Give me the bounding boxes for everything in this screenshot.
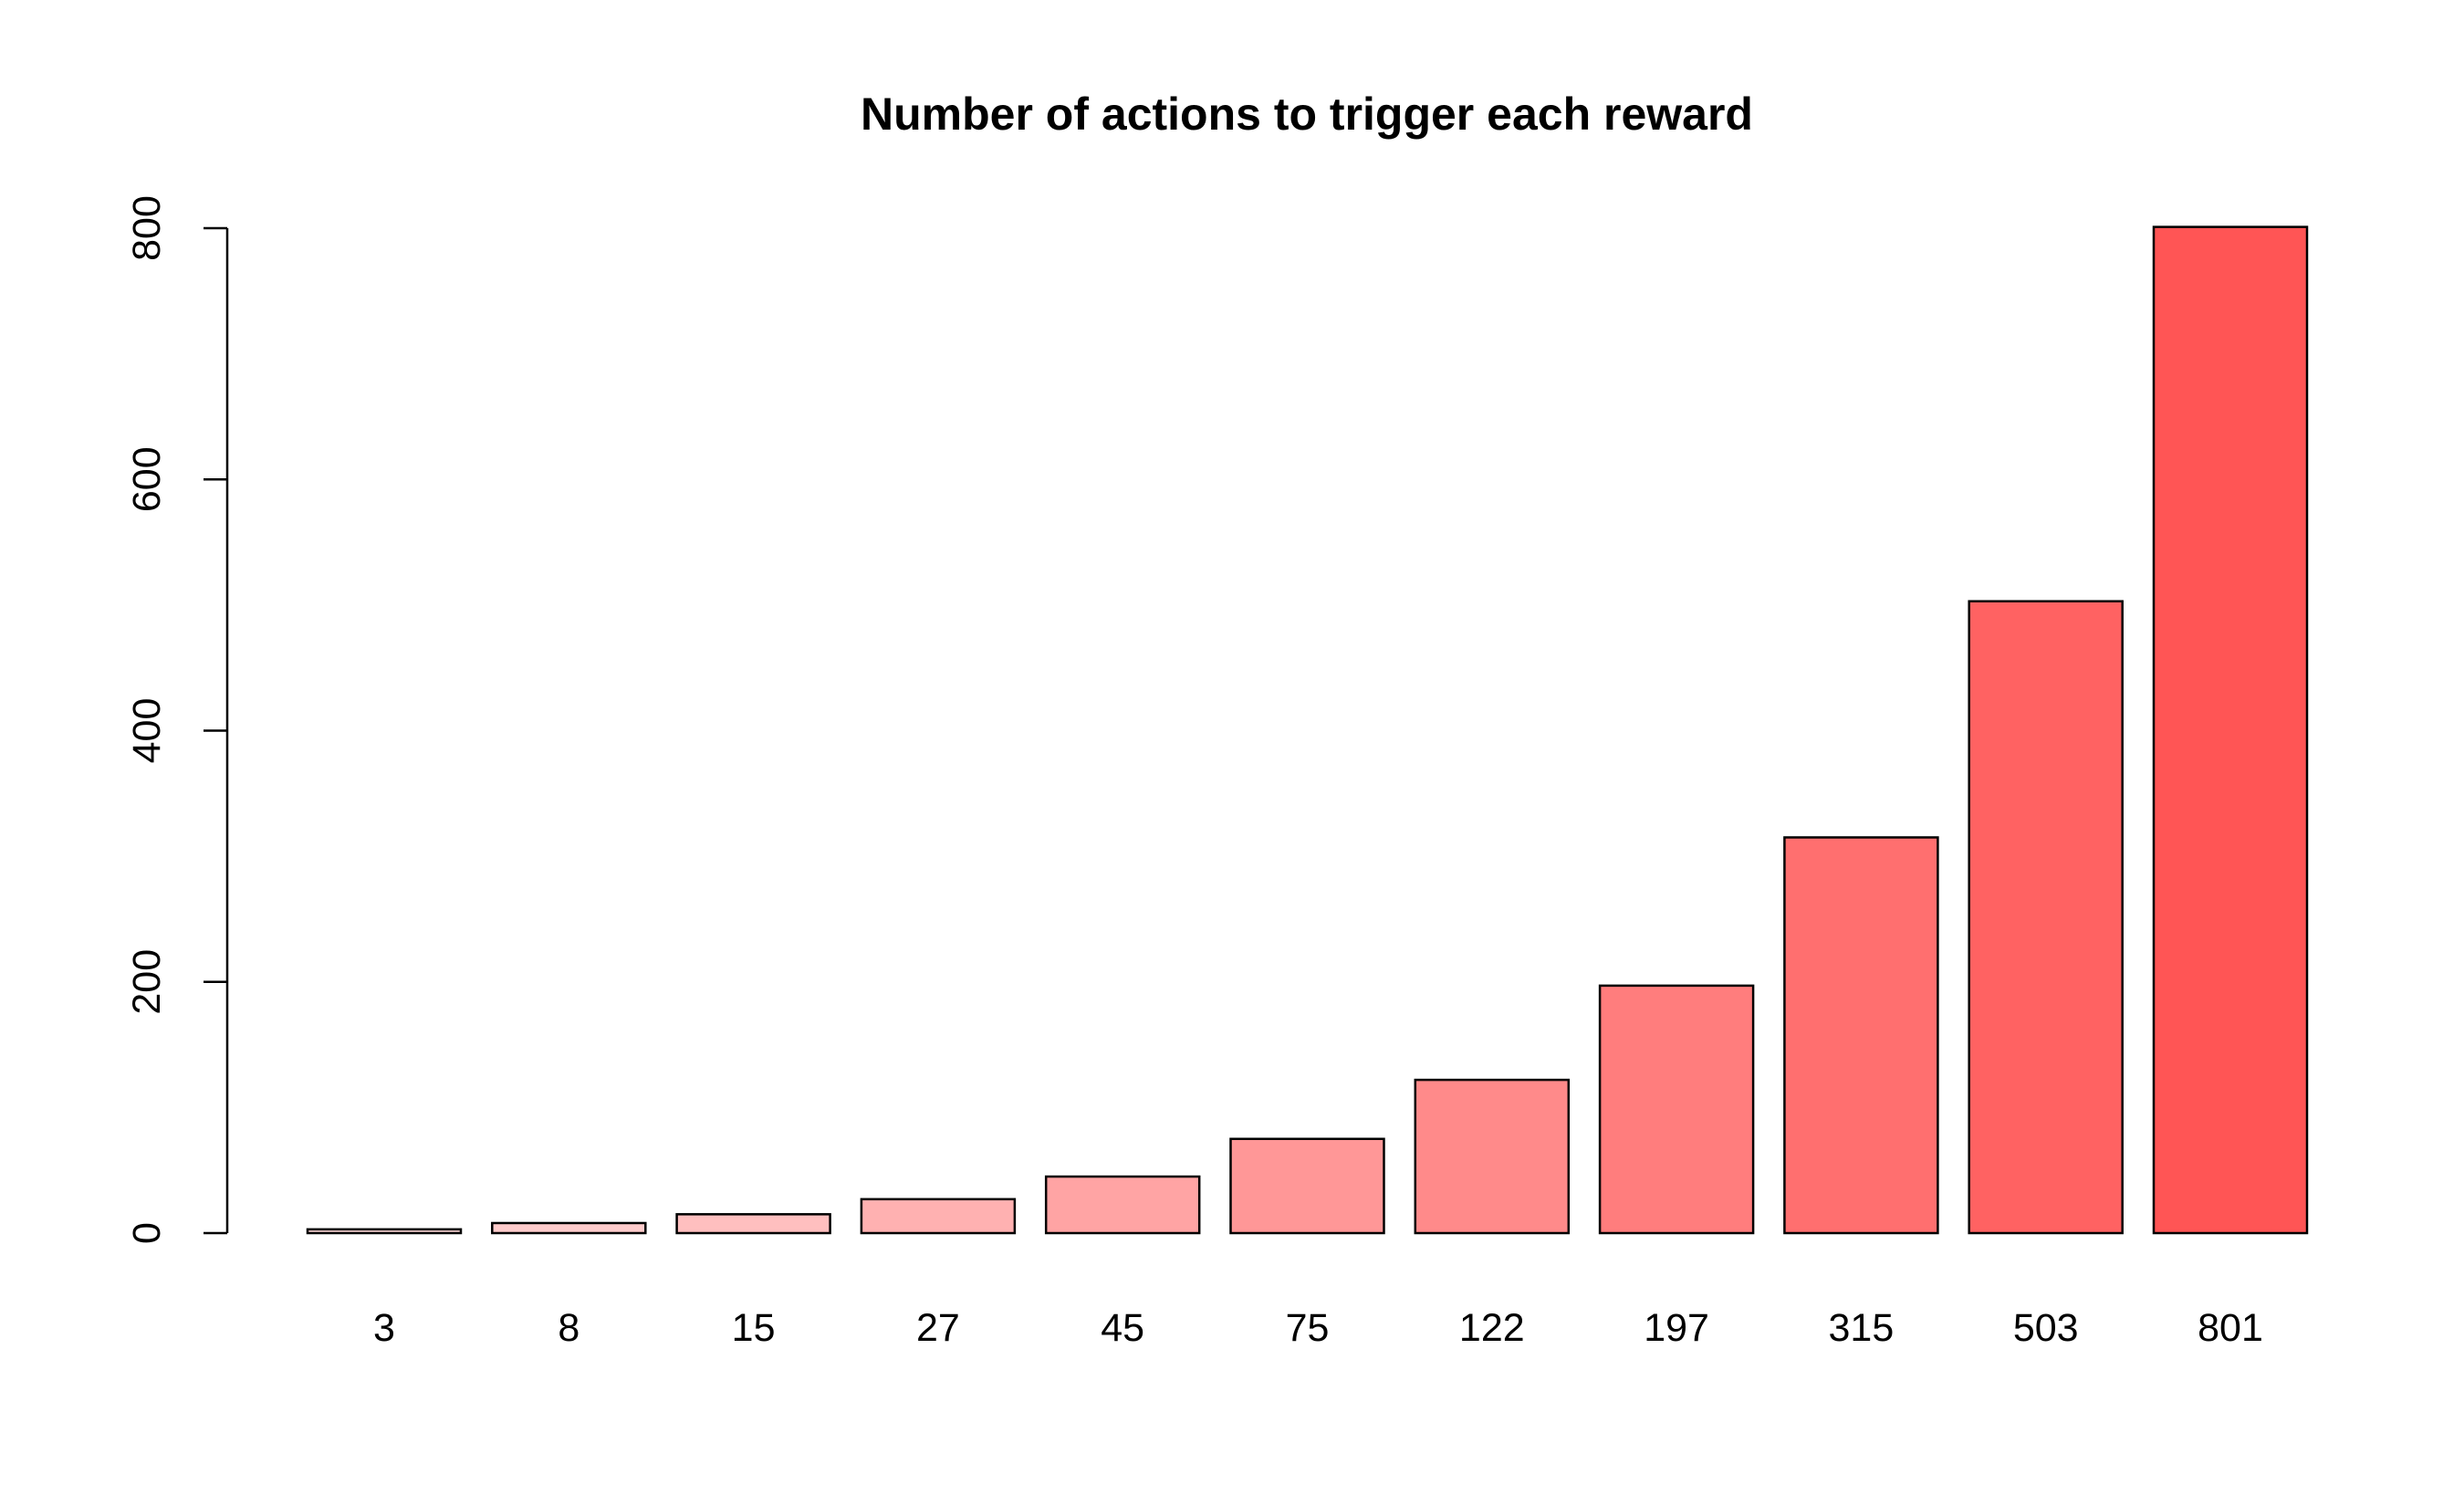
- x-tick-label: 45: [1101, 1306, 1144, 1350]
- x-tick-label: 197: [1644, 1306, 1709, 1350]
- chart-title: Number of actions to trigger each reward: [861, 89, 1753, 140]
- x-tick-label: 503: [2013, 1306, 2079, 1350]
- x-tick-label: 8: [558, 1306, 579, 1350]
- x-tick-label: 27: [916, 1306, 960, 1350]
- y-tick-label: 0: [125, 1222, 169, 1244]
- bar-197: [1598, 984, 1755, 1235]
- y-tick-label: 600: [125, 446, 169, 512]
- x-axis-labels: 3 8 15 27 45 75 122 197 315 503 801: [373, 1306, 2263, 1350]
- y-axis: 0 200 400 600 800: [125, 195, 229, 1244]
- bar-3: [306, 1228, 463, 1235]
- y-tick-label: 800: [125, 195, 169, 261]
- x-tick-label: 15: [732, 1306, 776, 1350]
- x-tick-label: 122: [1459, 1306, 1525, 1350]
- bar-45: [1044, 1175, 1201, 1235]
- bars-group: [306, 225, 2309, 1235]
- bar-503: [1968, 600, 2124, 1235]
- bar-315: [1783, 836, 1939, 1235]
- bar-122: [1414, 1078, 1571, 1235]
- y-tick-label: 200: [125, 949, 169, 1015]
- bar-27: [860, 1197, 1017, 1235]
- x-tick-label: 801: [2198, 1306, 2263, 1350]
- y-tick-label: 400: [125, 698, 169, 764]
- x-tick-label: 75: [1286, 1306, 1330, 1350]
- bar-15: [675, 1213, 831, 1235]
- bar-75: [1229, 1137, 1385, 1235]
- bar-8: [491, 1221, 647, 1235]
- x-tick-label: 3: [373, 1306, 395, 1350]
- bar-801: [2152, 225, 2309, 1235]
- x-tick-label: 315: [1829, 1306, 1895, 1350]
